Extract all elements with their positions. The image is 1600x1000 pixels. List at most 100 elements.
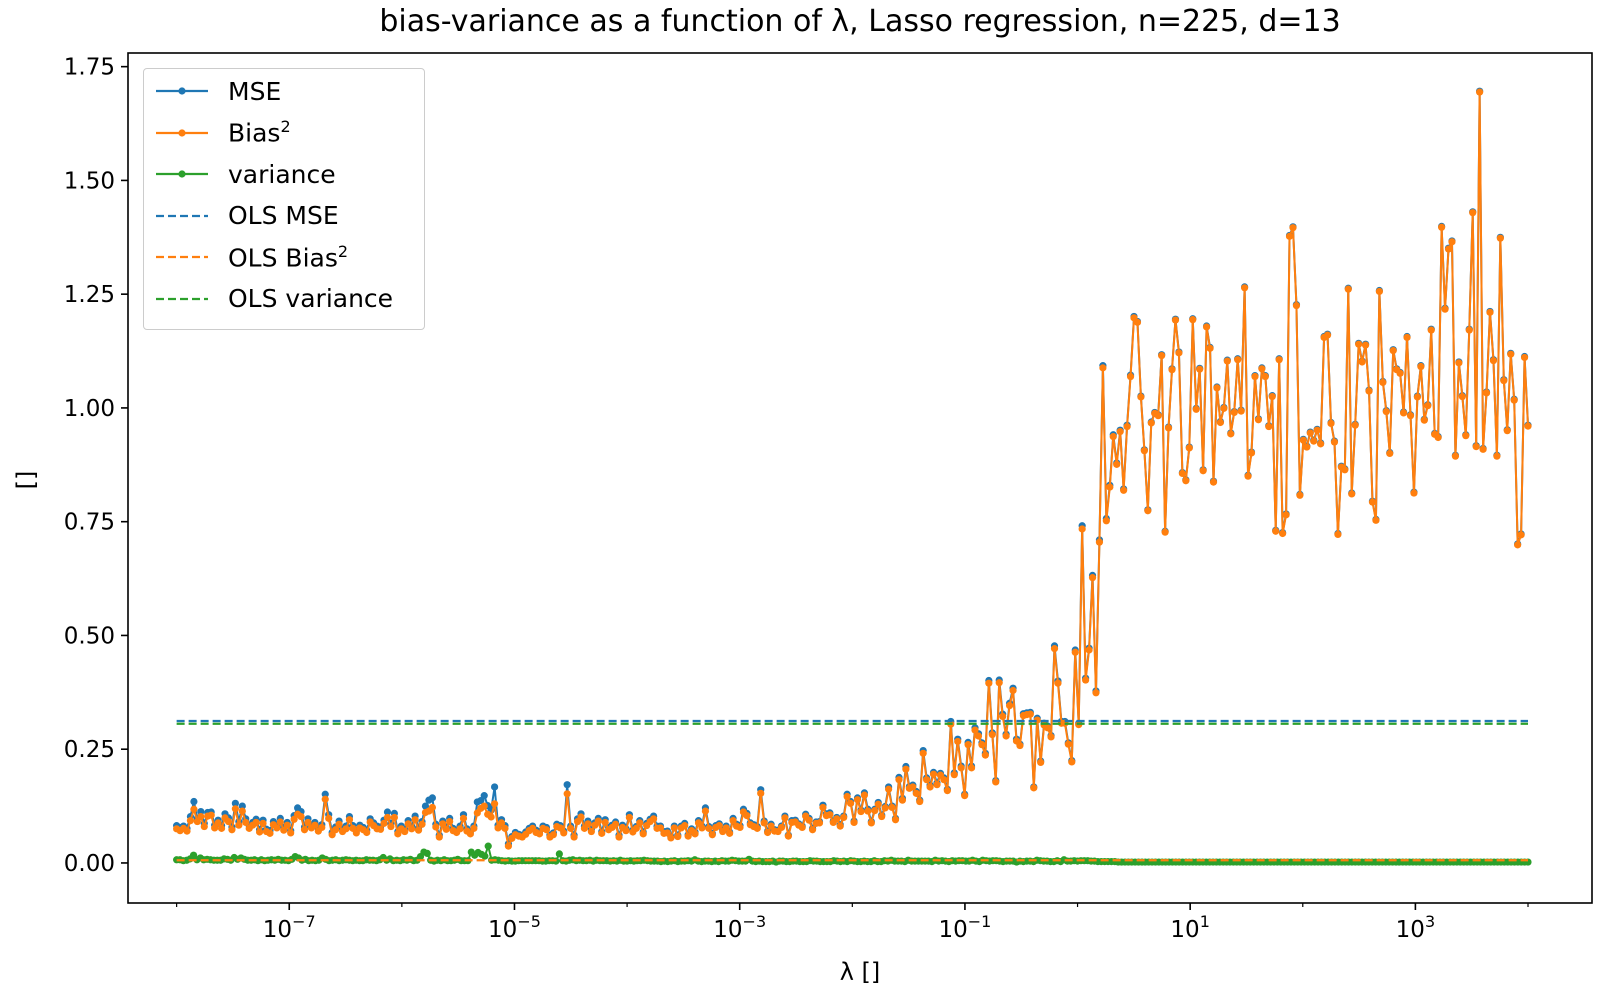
data-point	[888, 803, 896, 812]
data-point	[1206, 344, 1214, 352]
data-point	[836, 822, 844, 830]
data-point	[1299, 436, 1307, 444]
data-point	[1050, 645, 1059, 653]
data-point	[491, 800, 499, 808]
data-point	[200, 822, 208, 831]
data-point	[325, 814, 333, 822]
data-point	[961, 792, 969, 800]
data-point	[632, 824, 640, 832]
data-point	[663, 829, 672, 837]
data-point	[555, 850, 563, 858]
data-point	[898, 796, 907, 804]
y-tick-label: 1.75	[64, 55, 115, 81]
data-point	[1113, 460, 1121, 468]
data-point	[1227, 430, 1235, 438]
data-point	[674, 832, 682, 841]
data-point	[1472, 443, 1480, 451]
legend-swatch	[156, 170, 208, 178]
data-point	[729, 817, 737, 825]
data-point	[1379, 378, 1387, 387]
data-point	[542, 826, 551, 834]
data-point	[670, 824, 678, 832]
data-point	[535, 830, 544, 838]
data-point	[197, 812, 205, 821]
data-point	[864, 807, 872, 815]
data-point	[1123, 422, 1131, 431]
data-point	[459, 814, 468, 822]
data-point	[207, 811, 215, 819]
data-point	[885, 785, 893, 793]
data-point	[992, 778, 1000, 786]
legend-swatch	[156, 87, 208, 95]
data-point	[1375, 287, 1383, 296]
data-point	[1030, 784, 1038, 792]
data-point	[1341, 466, 1349, 474]
data-point	[1441, 305, 1449, 313]
data-point	[701, 807, 710, 815]
data-point	[1261, 372, 1269, 381]
data-point	[1351, 421, 1359, 429]
data-point	[470, 824, 478, 832]
data-point	[753, 824, 761, 832]
data-point	[1220, 404, 1228, 412]
data-point	[501, 824, 509, 832]
data-point	[1251, 372, 1259, 381]
data-point	[363, 828, 371, 837]
series-points-bias	[173, 88, 1532, 850]
data-point	[1213, 384, 1221, 392]
data-point	[273, 824, 281, 832]
data-point	[491, 783, 499, 791]
data-point	[259, 819, 267, 827]
data-point	[383, 808, 392, 816]
data-point	[504, 842, 513, 850]
data-point	[1399, 409, 1408, 417]
data-point	[1234, 356, 1242, 364]
data-point	[1082, 676, 1090, 684]
data-point	[1486, 308, 1494, 316]
data-point	[497, 819, 506, 827]
data-point	[411, 816, 419, 824]
data-point	[466, 830, 475, 838]
legend-label-text: OLS MSE	[228, 201, 339, 230]
data-point	[1168, 366, 1176, 374]
data-point	[587, 827, 595, 836]
data-point	[1389, 346, 1397, 355]
data-point	[255, 828, 264, 836]
data-point	[833, 815, 841, 823]
data-point	[1102, 517, 1110, 525]
data-point	[439, 820, 447, 828]
data-point	[228, 826, 236, 834]
data-point	[881, 804, 889, 812]
data-point	[1223, 357, 1231, 365]
data-point	[923, 776, 931, 784]
data-point	[1092, 689, 1100, 697]
data-point	[1438, 223, 1446, 231]
data-point	[549, 831, 557, 839]
data-point	[933, 781, 941, 789]
data-point	[290, 815, 298, 823]
data-point	[874, 800, 882, 808]
data-point	[1109, 432, 1117, 441]
legend-item-bias2: Bias2	[154, 113, 291, 153]
data-point	[895, 776, 903, 784]
data-point	[1199, 467, 1207, 475]
data-point	[1517, 531, 1525, 539]
data-point	[1106, 483, 1114, 491]
data-point	[681, 822, 689, 830]
data-point	[481, 852, 489, 860]
data-point	[808, 826, 817, 834]
data-point	[1005, 701, 1014, 710]
data-point	[1310, 437, 1318, 445]
data-point	[1279, 529, 1287, 538]
data-point	[950, 771, 958, 779]
data-point	[1448, 238, 1456, 246]
data-point	[957, 764, 965, 772]
y-tick-label: 0.25	[64, 737, 115, 763]
data-point	[1120, 486, 1128, 494]
data-point	[1268, 392, 1276, 401]
y-tick-label: 1.00	[64, 396, 115, 422]
data-point	[708, 831, 716, 839]
data-point	[943, 787, 951, 795]
data-point	[1202, 323, 1211, 331]
data-point	[414, 826, 423, 834]
